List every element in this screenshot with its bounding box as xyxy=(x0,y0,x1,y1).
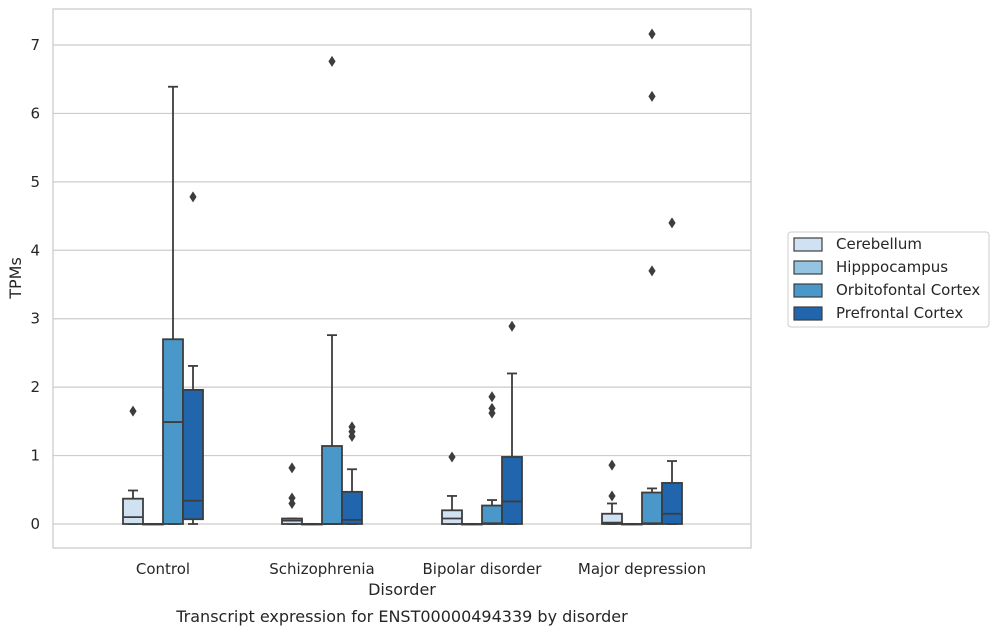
legend: Cerebellum Hipppocampus Orbitofontal Corte… xyxy=(787,231,990,328)
box-body xyxy=(501,456,523,525)
legend-swatch xyxy=(793,260,823,275)
outlier-point xyxy=(288,492,296,504)
y-tick-label: 0 xyxy=(30,515,40,533)
box-orbitofontal-cortex xyxy=(321,55,343,525)
outlier-point xyxy=(508,320,516,332)
y-tick-label: 3 xyxy=(30,310,40,328)
box-cerebellum xyxy=(281,462,303,525)
box-hipppocampus xyxy=(461,523,483,526)
box-body xyxy=(162,338,184,525)
outlier-point xyxy=(448,451,456,463)
box-body xyxy=(481,504,503,525)
legend-label: Cerebellum xyxy=(836,235,922,253)
y-tick-label: 4 xyxy=(30,241,40,259)
outlier-point xyxy=(488,391,496,403)
legend-swatch xyxy=(793,283,823,298)
outlier-point xyxy=(189,191,197,203)
box-body xyxy=(661,482,683,525)
box-body xyxy=(641,491,663,525)
outlier-point xyxy=(328,55,336,67)
legend-label: Orbitofontal Cortex xyxy=(836,281,980,299)
box-orbitofontal-cortex xyxy=(162,85,184,525)
box-cerebellum xyxy=(441,451,463,525)
x-tick-label: Bipolar disorder xyxy=(423,560,543,578)
legend-label: Hipppocampus xyxy=(836,258,948,276)
outlier-point xyxy=(608,459,616,471)
box-hipppocampus xyxy=(621,523,643,526)
outlier-point xyxy=(648,90,656,102)
box-prefrontal-cortex xyxy=(501,320,523,525)
x-tick-label: Major depression xyxy=(578,560,706,578)
y-tick-label: 5 xyxy=(30,173,40,191)
y-tick-label: 2 xyxy=(30,378,40,396)
legend-swatch xyxy=(793,306,823,321)
plot-frame xyxy=(52,8,752,549)
box-body xyxy=(341,490,363,525)
box-hipppocampus xyxy=(301,523,323,526)
y-tick-label: 1 xyxy=(30,447,40,465)
y-axis-label: TPMs xyxy=(6,257,25,300)
box-hipppocampus xyxy=(142,523,164,526)
outlier-point xyxy=(668,217,676,229)
box-body xyxy=(321,445,343,525)
box-body xyxy=(182,388,204,521)
x-axis-ticks: Control Schizophrenia Bipolar disorder Majo… xyxy=(136,560,706,578)
legend-label: Prefrontal Cortex xyxy=(836,304,963,322)
outlier-point xyxy=(488,402,496,414)
box-body xyxy=(441,509,463,525)
y-tick-label: 7 xyxy=(30,36,40,54)
box-cerebellum xyxy=(601,459,623,525)
x-axis-label: Disorder xyxy=(368,580,436,599)
outlier-point xyxy=(608,490,616,502)
outlier-point xyxy=(129,405,137,417)
box-body xyxy=(122,497,144,525)
outlier-point xyxy=(648,265,656,277)
box-orbitofontal-cortex xyxy=(481,391,503,525)
chart-caption: Transcript expression for ENST0000049433… xyxy=(175,607,628,626)
legend-frame xyxy=(787,231,990,328)
box-prefrontal-cortex xyxy=(182,191,204,525)
box-marks xyxy=(122,28,683,526)
x-tick-label: Schizophrenia xyxy=(269,560,374,578)
box-orbitofontal-cortex xyxy=(641,28,663,525)
legend-swatch xyxy=(793,237,823,252)
box-body xyxy=(601,512,623,525)
outlier-point xyxy=(648,28,656,40)
y-tick-label: 6 xyxy=(30,104,40,122)
box-cerebellum xyxy=(122,405,144,525)
grid-lines xyxy=(53,44,751,525)
x-tick-label: Control xyxy=(136,560,190,578)
box-prefrontal-cortex xyxy=(661,217,683,525)
box-prefrontal-cortex xyxy=(341,421,363,525)
outlier-point xyxy=(288,462,296,474)
y-axis-ticks: 0 1 2 3 4 5 6 7 xyxy=(30,36,40,533)
outlier-point xyxy=(348,421,356,433)
